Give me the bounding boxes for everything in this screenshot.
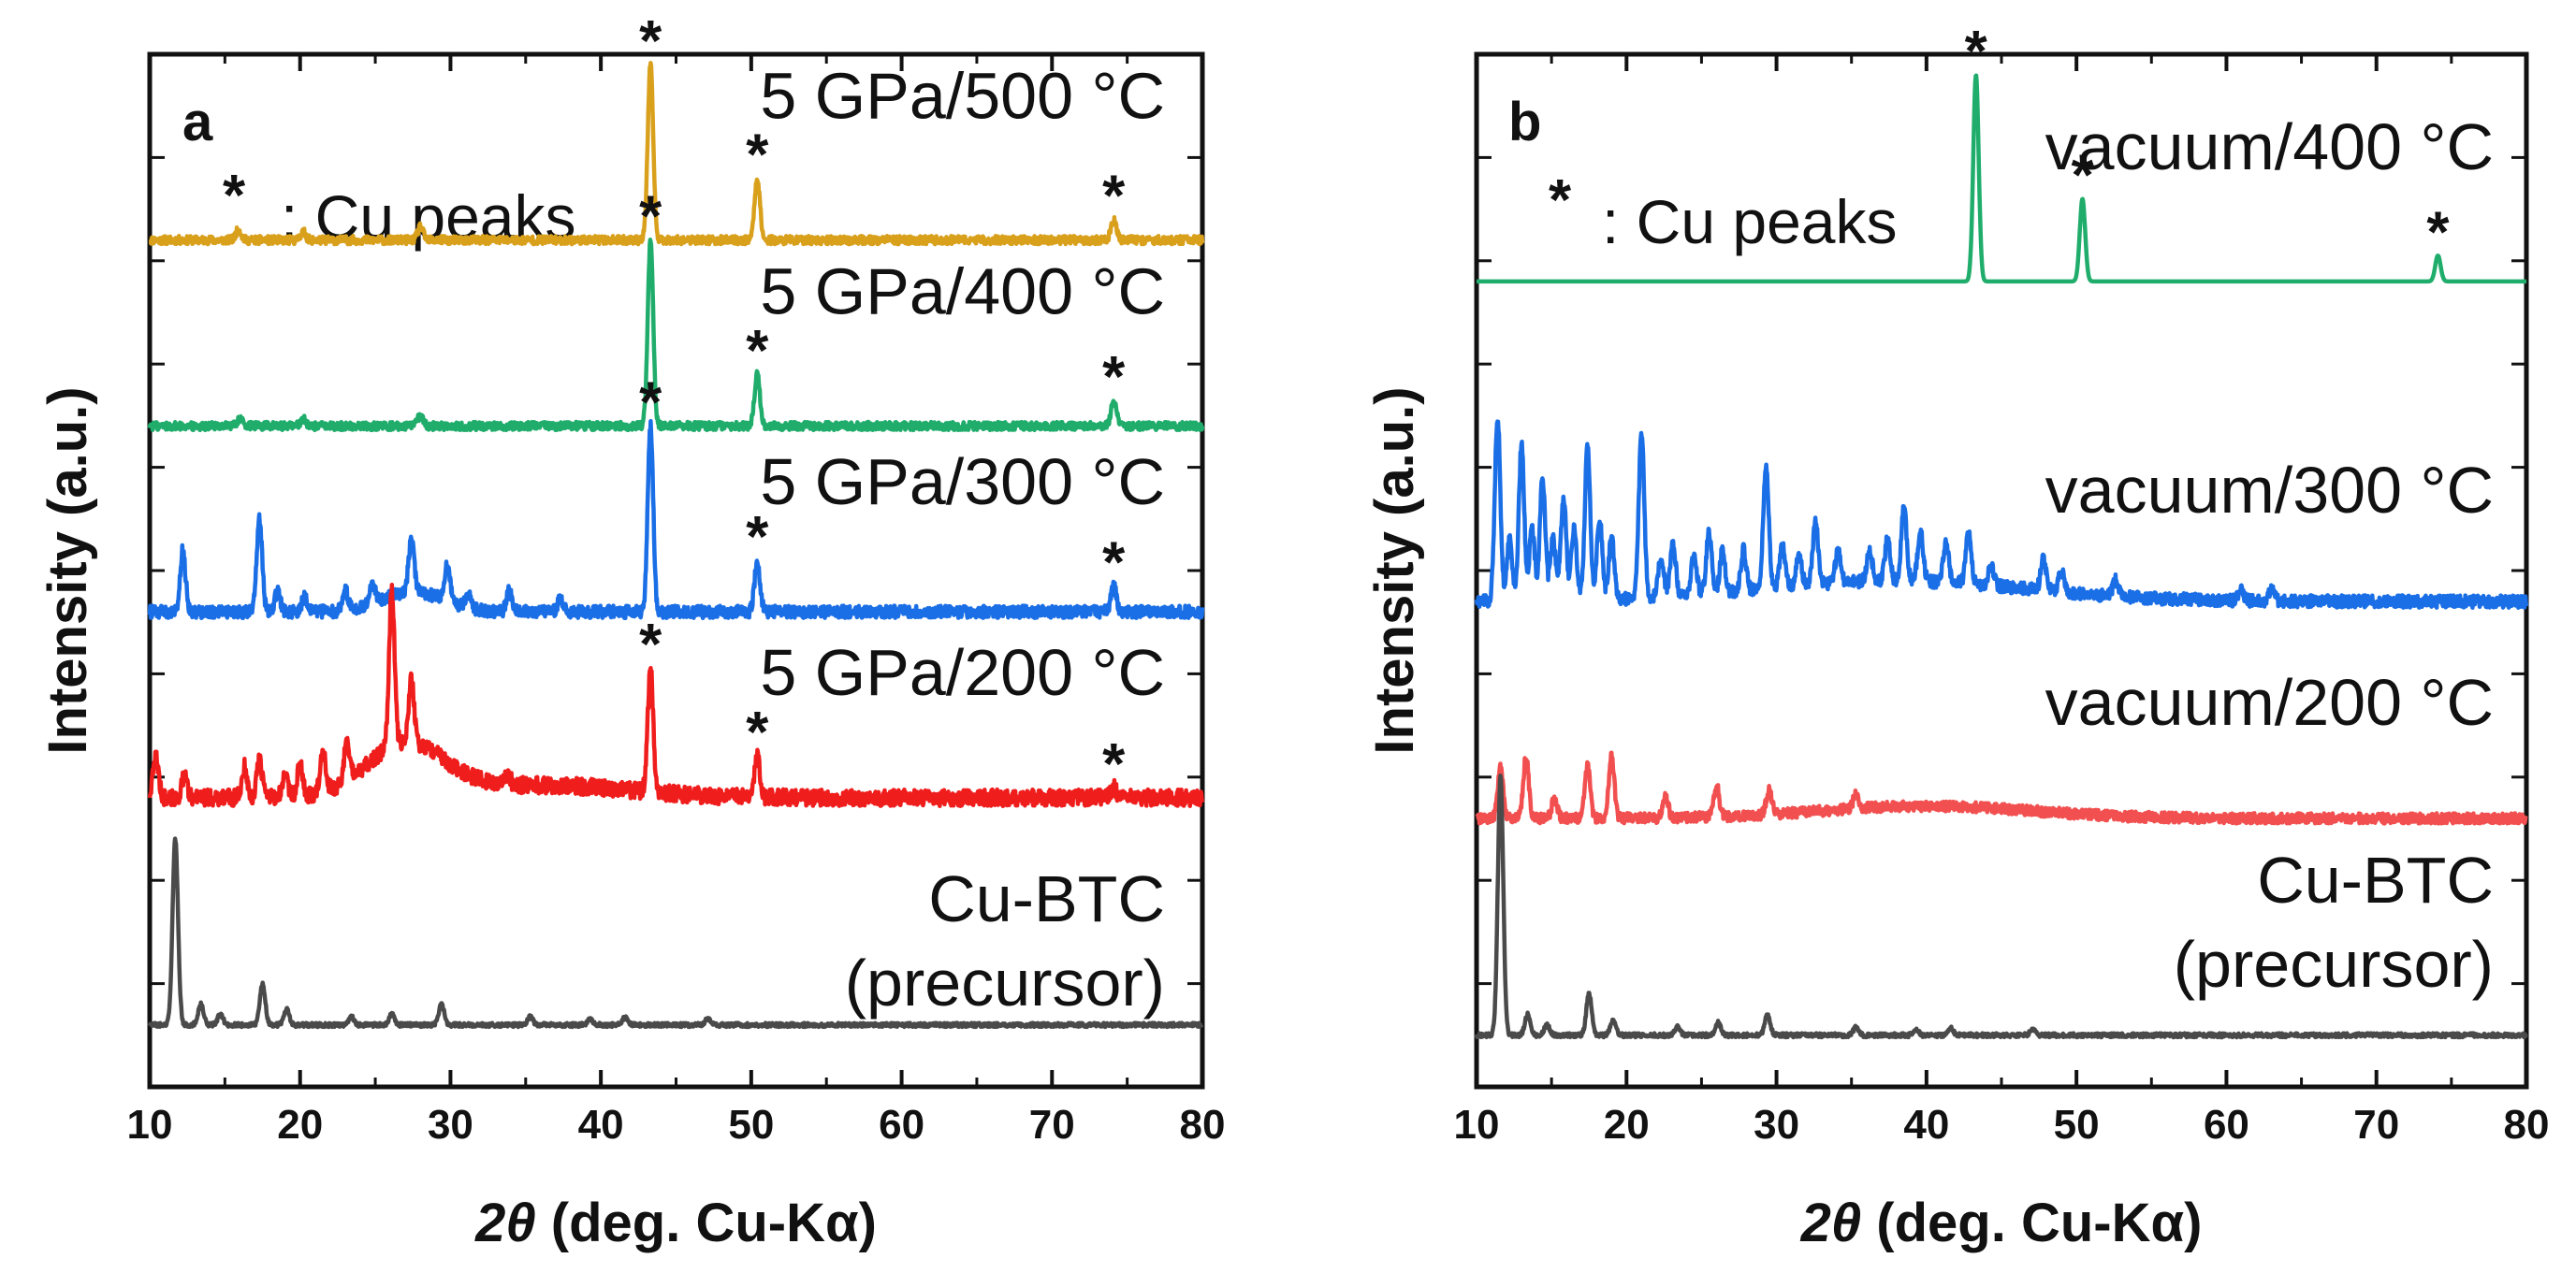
series-label-sub: (precursor) [845, 947, 1165, 1020]
series-line-0 [1475, 73, 2528, 284]
x-tick-label: 80 [2504, 1102, 2550, 1148]
cu-peak-star: * [2071, 144, 2094, 209]
series-line-1 [147, 238, 1205, 433]
x-axis-title: 2θ (deg. Cu-Kα) [1800, 1193, 2203, 1253]
series-line-2 [147, 419, 1205, 621]
cu-peak-star: * [746, 319, 769, 383]
x-tick-label: 50 [728, 1102, 774, 1148]
series-line-0 [148, 61, 1205, 247]
series-line-3 [147, 583, 1205, 808]
x-tick-label: 40 [1903, 1102, 1949, 1148]
cu-peak-star: * [746, 701, 769, 765]
series-line-3 [1474, 774, 2528, 1040]
series-label: Cu-BTC [2257, 844, 2494, 917]
cu-peak-star: * [2426, 200, 2450, 265]
cu-peak-star: * [1102, 345, 1126, 410]
cu-peak-star: * [1102, 732, 1126, 797]
series-label: Cu-BTC [928, 862, 1165, 935]
series-label: 5 GPa/300 °C [760, 445, 1165, 518]
panel-b: 10 20 30 40 50 60 70 80 2θ (deg. Cu-Kα) Intensity… [1364, 20, 2549, 1253]
x-tick-label: 20 [277, 1102, 323, 1148]
x-tick-label: 30 [1754, 1102, 1799, 1148]
series-label: 5 GPa/200 °C [760, 636, 1165, 709]
x-tick-label: 80 [1180, 1102, 1226, 1148]
panel-letter: a [182, 92, 213, 152]
x-tick-label: 20 [1604, 1102, 1650, 1148]
y-axis-title: Intensity (a.u.) [1364, 386, 1425, 754]
legend-star: * [223, 164, 246, 228]
cu-peak-star: * [639, 370, 662, 435]
y-axis-title: Intensity (a.u.) [37, 386, 98, 754]
panel-a: 10 20 30 40 50 60 70 80 2θ (deg. Cu-Kα) Intensity… [37, 9, 1225, 1253]
x-axis-title-text: (deg. Cu-Kα) [1861, 1193, 2202, 1253]
x-tick-label: 10 [1454, 1102, 1500, 1148]
cu-peak-star: * [1102, 165, 1126, 229]
series-label-sub: (precursor) [2174, 928, 2494, 1001]
series-line-1 [1474, 419, 2529, 610]
cu-peak-star: * [1965, 20, 1988, 84]
cu-peak-star: * [746, 123, 769, 187]
x-tick-label: 60 [2204, 1102, 2249, 1148]
x-axis-title-symbol: 2θ [474, 1193, 536, 1253]
series-label: 5 GPa/500 °C [760, 60, 1165, 133]
series-label: 5 GPa/400 °C [760, 254, 1165, 327]
x-tick-label: 40 [578, 1102, 624, 1148]
x-tick-label: 10 [127, 1102, 173, 1148]
x-axis-title-text: (deg. Cu-Kα) [536, 1193, 877, 1253]
cu-peak-star: * [639, 9, 662, 74]
series-label: vacuum/400 °C [2045, 110, 2494, 183]
x-tick-label: 70 [1029, 1102, 1075, 1148]
x-tick-label: 70 [2353, 1102, 2399, 1148]
series-label: vacuum/200 °C [2045, 666, 2494, 739]
cu-peak-star: * [639, 613, 662, 677]
cu-peak-star: * [639, 185, 662, 250]
legend-star: * [1549, 168, 1572, 233]
x-tick-label: 50 [2054, 1102, 2100, 1148]
series-line-2 [1475, 750, 2528, 826]
cu-peak-star: * [1102, 531, 1126, 596]
x-axis-title: 2θ (deg. Cu-Kα) [474, 1193, 877, 1253]
x-tick-label: 60 [879, 1102, 924, 1148]
series-label: vacuum/300 °C [2045, 454, 2494, 527]
cu-peak-star: * [746, 505, 769, 570]
x-tick-label: 30 [428, 1102, 473, 1148]
x-axis-title-symbol: 2θ [1800, 1193, 1862, 1253]
legend-cu-peaks: : Cu peaks [1602, 187, 1898, 256]
panel-letter: b [1508, 92, 1541, 152]
series-line-4 [147, 836, 1204, 1030]
